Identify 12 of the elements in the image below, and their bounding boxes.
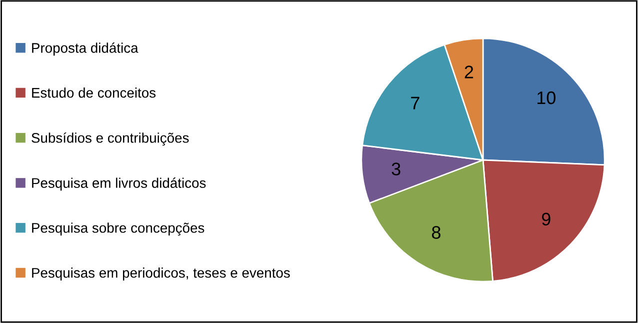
data-label: 9 — [542, 212, 550, 226]
data-label: 7 — [411, 96, 420, 110]
legend-label: Pesquisa em livros didáticos — [32, 178, 206, 191]
data-label: 2 — [464, 66, 474, 78]
data-label: 10 — [537, 91, 556, 104]
data-label: 3 — [392, 162, 400, 176]
legend-label: Pesquisas em periodicos, teses e eventos — [32, 268, 290, 281]
legend-label: Pesquisa sobre concepções — [32, 222, 204, 236]
legend-label: Subsídios e contribuições — [32, 132, 189, 146]
legend-label: Proposta didática — [32, 42, 138, 56]
legend-label: Estudo de conceitos — [32, 88, 156, 98]
data-label: 8 — [432, 226, 440, 239]
